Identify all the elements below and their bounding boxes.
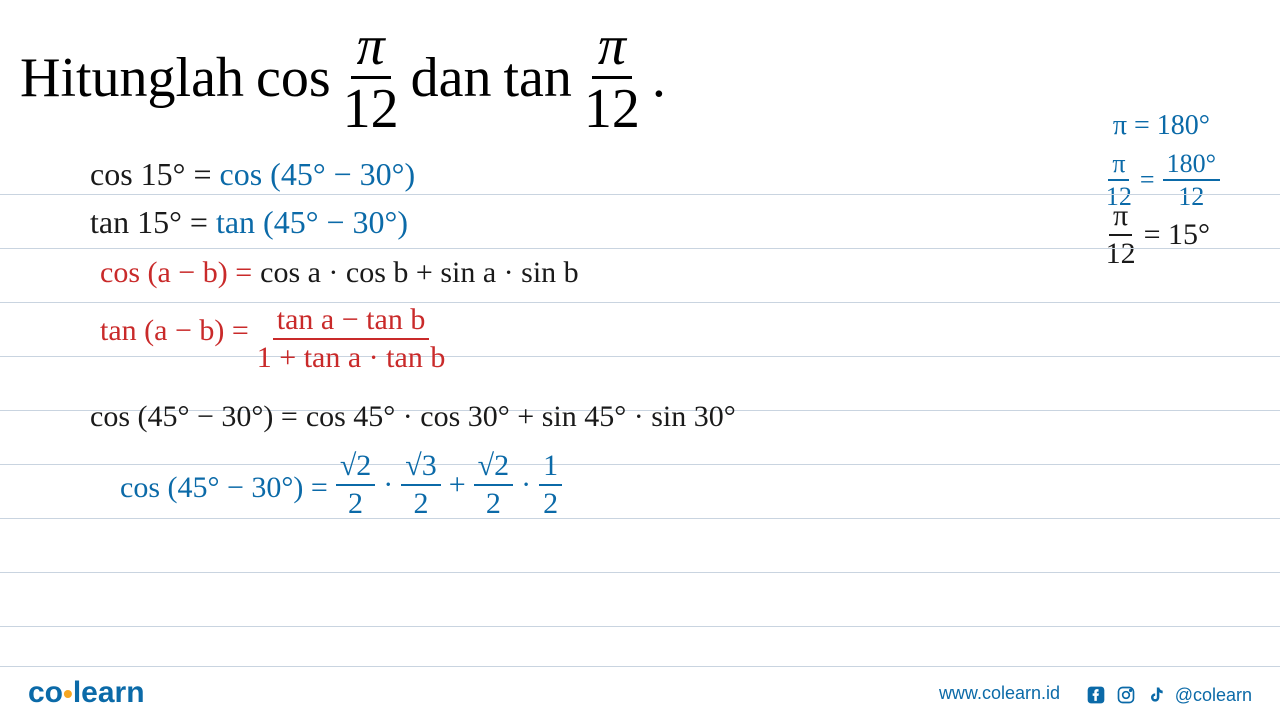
ruled-line bbox=[0, 194, 1280, 195]
title-frac-2: π 12 bbox=[584, 18, 640, 137]
lhs: tan (a − b) = bbox=[100, 304, 249, 348]
ruled-line bbox=[0, 626, 1280, 627]
frac-den: 12 bbox=[343, 79, 399, 137]
title-word-hitunglah: Hitunglah bbox=[20, 46, 244, 110]
footer-url[interactable]: www.colearn.id bbox=[939, 683, 1060, 704]
text: cos 15° = bbox=[90, 156, 212, 193]
num: tan a − tan b bbox=[273, 304, 430, 340]
problem-title: Hitunglah cos π 12 dan tan π 12 . bbox=[20, 18, 666, 137]
footer-socials: @colearn bbox=[1085, 684, 1252, 706]
line-cos-expand: cos (45° − 30°) = cos 45° · cos 30° + si… bbox=[90, 400, 736, 434]
line-cos-formula: cos (a − b) = cos a · cos b + sin a · si… bbox=[100, 256, 579, 290]
rhs: cos 45° · cos 30° + sin 45° · sin 30° bbox=[306, 400, 736, 434]
title-tan: tan bbox=[504, 46, 572, 110]
num: 1 bbox=[539, 450, 562, 486]
text: tan 15° = bbox=[90, 204, 208, 241]
text: tan (45° − 30°) bbox=[216, 204, 408, 241]
lhs: cos (45° − 30°) = bbox=[120, 465, 328, 505]
frac: tan a − tan b 1 + tan a · tan b bbox=[257, 304, 446, 373]
line-cos-values: cos (45° − 30°) = √2 2 · √3 2 + √2 2 · 1… bbox=[120, 450, 562, 519]
ruled-line bbox=[0, 572, 1280, 573]
title-frac-1: π 12 bbox=[343, 18, 399, 137]
line-tan15: tan 15° = tan (45° − 30°) bbox=[90, 204, 408, 241]
logo-co: co bbox=[28, 676, 63, 709]
lhs: cos (a − b) = bbox=[100, 256, 252, 290]
line-cos15: cos 15° = cos (45° − 30°) bbox=[90, 156, 415, 193]
lhs: cos (45° − 30°) = bbox=[90, 400, 298, 434]
logo-dot-icon: • bbox=[63, 678, 73, 709]
op: · bbox=[383, 468, 393, 502]
ruled-line bbox=[0, 302, 1280, 303]
title-period: . bbox=[652, 46, 666, 110]
facebook-icon[interactable] bbox=[1085, 684, 1107, 706]
frac: √3 2 bbox=[401, 450, 440, 519]
op: · bbox=[521, 468, 531, 502]
instagram-icon[interactable] bbox=[1115, 684, 1137, 706]
den: 1 + tan a · tan b bbox=[257, 340, 446, 374]
footer-handle[interactable]: @colearn bbox=[1175, 685, 1252, 706]
num: √3 bbox=[401, 450, 440, 486]
num: √2 bbox=[474, 450, 513, 486]
text: π = 180° bbox=[1113, 110, 1210, 142]
frac: 1 2 bbox=[539, 450, 562, 519]
den: 2 bbox=[486, 486, 501, 520]
frac-den: 12 bbox=[584, 79, 640, 137]
logo-learn: learn bbox=[73, 676, 145, 709]
title-cos: cos bbox=[256, 46, 331, 110]
tiktok-icon[interactable] bbox=[1145, 684, 1167, 706]
den: 2 bbox=[414, 486, 429, 520]
frac: √2 2 bbox=[474, 450, 513, 519]
ruled-line bbox=[0, 248, 1280, 249]
den: 2 bbox=[543, 486, 558, 520]
op: + bbox=[449, 468, 466, 502]
line-tan-formula: tan (a − b) = tan a − tan b 1 + tan a · … bbox=[100, 304, 445, 373]
frac: √2 2 bbox=[336, 450, 375, 519]
num: √2 bbox=[336, 450, 375, 486]
ruled-line bbox=[0, 666, 1280, 667]
rhs: cos a · cos b + sin a · sin b bbox=[260, 256, 579, 290]
logo: co•learn bbox=[28, 676, 145, 710]
title-dan: dan bbox=[411, 46, 492, 110]
footer: co•learn www.colearn.id @colearn bbox=[0, 670, 1280, 710]
text: cos (45° − 30°) bbox=[220, 156, 416, 193]
den: 2 bbox=[348, 486, 363, 520]
note-pi-180: π = 180° bbox=[1113, 110, 1210, 142]
frac-num: π bbox=[351, 18, 391, 79]
frac-num: π bbox=[592, 18, 632, 79]
